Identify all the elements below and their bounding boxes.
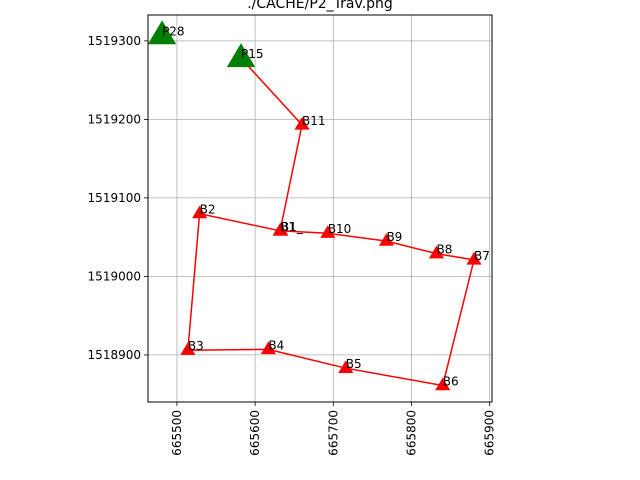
point-label: B5 [346,357,362,371]
point-label: P15 [241,47,264,61]
y-tick-label: 1518900 [88,348,141,362]
point-marker [466,251,482,265]
x-tick-label: 665900 [483,410,497,456]
point-label: B6 [443,375,459,389]
point-marker [428,245,445,259]
point-label: B9 [386,230,402,244]
point-label: B3 [188,339,204,353]
y-tick-label: 1519000 [88,269,141,283]
point-marker [192,205,208,219]
point-marker [273,222,289,236]
point-label: B1_ [281,220,304,234]
point-label: B1 [280,220,296,234]
marker-layer [147,20,482,391]
x-tick-label: 665700 [326,410,340,456]
point-marker [338,360,354,373]
point-marker [180,342,196,355]
y-tick-label: 1519100 [88,191,141,205]
point-label: B10 [328,222,352,236]
point-label: B2 [200,203,216,217]
axis-layer: 665500 665600 665700 665800 665900 1518900 151… [88,34,497,456]
point-marker [260,341,276,355]
plot-frame [147,14,493,403]
x-tick-label: 665600 [248,410,262,456]
x-tick-label: 665800 [404,410,418,456]
point-marker [147,20,177,45]
point-marker [378,233,394,246]
grid-layer [148,15,492,402]
point-marker [294,116,310,130]
y-tick-label: 1519300 [88,34,141,48]
point-marker [226,43,256,68]
point-label: P28 [162,24,185,38]
point-label: B7 [474,249,490,263]
point-label: B4 [268,338,284,352]
chart-title: ./CACHE/P2_Trav.png [247,0,393,12]
point-marker [435,377,451,391]
point-label: B11 [302,114,326,128]
x-tick-label: 665500 [170,410,184,456]
point-label: B8 [436,243,452,257]
y-tick-label: 1519200 [88,112,141,126]
point-marker [320,225,336,238]
